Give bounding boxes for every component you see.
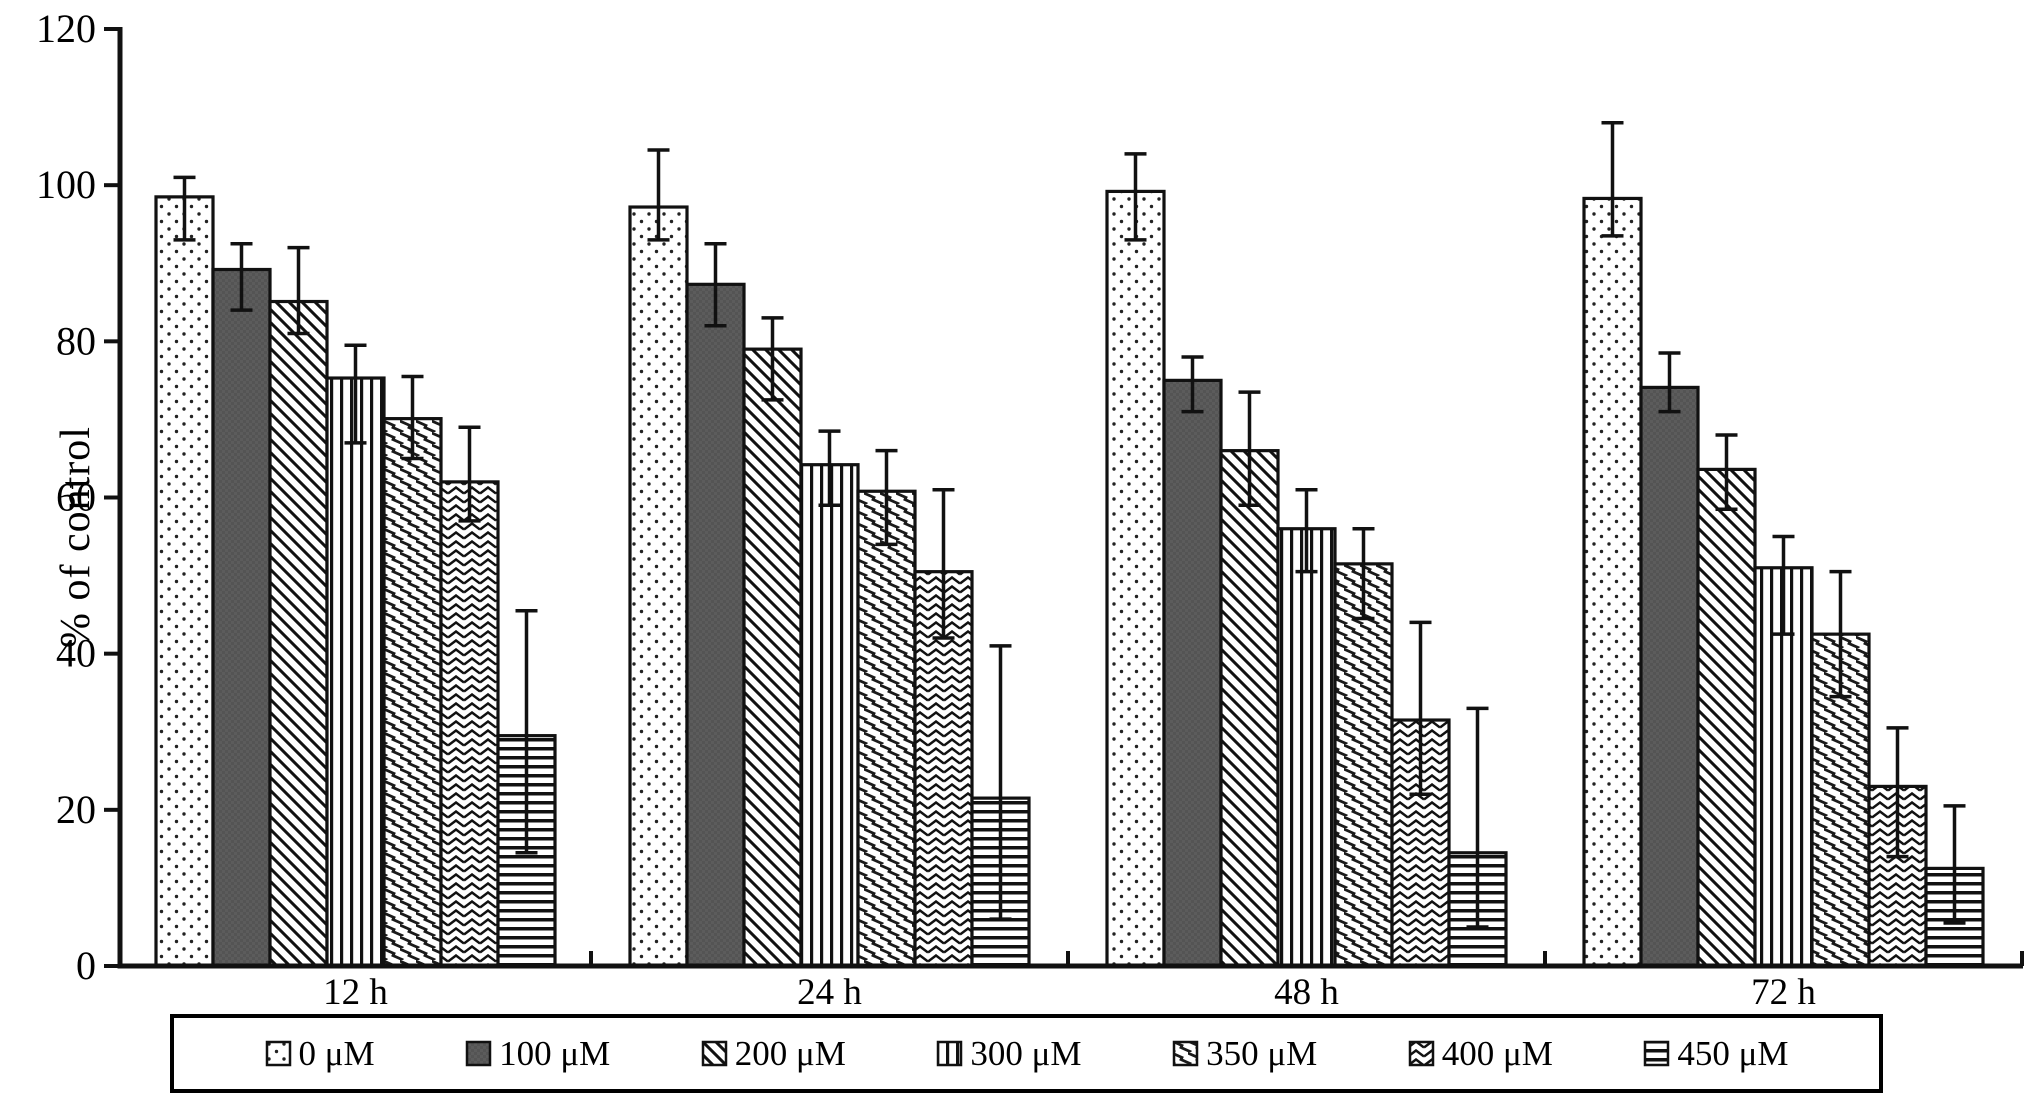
bar-24h-100μM — [685, 282, 746, 968]
error-bar — [344, 343, 367, 445]
legend-label: 100 μM — [499, 1033, 611, 1073]
error-bar — [1658, 351, 1681, 414]
error-bar — [932, 487, 955, 640]
error-bar — [1409, 620, 1432, 796]
error-bar — [1943, 804, 1966, 925]
error-bar — [1466, 706, 1489, 929]
y-tick-label: 40 — [56, 631, 96, 676]
bar-72h-0μM — [1582, 196, 1643, 968]
legend-item-100μM: 100 μM — [465, 1034, 610, 1074]
legend-item-300μM: 300 μM — [936, 1033, 1082, 1074]
y-tick-label: 80 — [56, 318, 96, 363]
legend-label: 200 μM — [734, 1033, 846, 1073]
bar-48h-350μM — [1333, 562, 1394, 968]
error-bar — [1601, 120, 1624, 238]
bar-24h-350μM — [856, 489, 917, 968]
bar-24h-0μM — [628, 205, 689, 968]
error-bar — [1181, 355, 1204, 414]
x-group-label: 48 h — [1274, 972, 1339, 1013]
error-bar — [230, 241, 253, 312]
bar-12h-400μM — [439, 480, 500, 968]
error-bar — [1295, 487, 1318, 574]
bar-72h-200μM — [1696, 467, 1757, 968]
x-group-label: 24 h — [797, 972, 862, 1013]
legend-label: 400 μM — [1441, 1033, 1553, 1073]
error-bar — [287, 245, 310, 336]
bar-12h-200μM — [268, 299, 329, 968]
bar-12h-350μM — [382, 417, 443, 968]
legend-item-450μM: 450 μM — [1643, 1034, 1788, 1074]
legend-label: 300 μM — [970, 1033, 1082, 1073]
legend-item-400μM: 400 μM — [1408, 1034, 1553, 1074]
error-bar — [515, 608, 538, 855]
bar-12h-0μM — [154, 195, 215, 968]
bar-24h-200μM — [742, 347, 803, 968]
legend-swatch-dashes-icon — [1172, 1040, 1199, 1067]
y-tick-label: 0 — [76, 943, 96, 988]
legend-label: 450 μM — [1677, 1033, 1789, 1073]
error-bar — [1829, 569, 1852, 699]
error-bar — [818, 429, 841, 508]
legend-box: 0 μM 100 μM 200 μM 300 μM 350 μM 400 μM 450 μM — [170, 1014, 1883, 1093]
bar-48h-300μM — [1276, 527, 1337, 968]
legend-item-350μM: 350 μM — [1172, 1034, 1317, 1074]
bar-48h-200μM — [1219, 449, 1280, 968]
legend-item-0μM: 0 μM — [265, 1034, 375, 1074]
legend-label: 0 μM — [298, 1033, 375, 1073]
bar-72h-100μM — [1639, 385, 1700, 968]
error-bar — [1886, 726, 1909, 859]
error-bar — [875, 448, 898, 547]
error-bar — [989, 644, 1012, 921]
bar-48h-100μM — [1162, 378, 1223, 968]
error-bar — [401, 374, 424, 461]
legend-swatch-darksolid-icon — [465, 1040, 492, 1067]
legend-swatch-vlines-icon — [937, 1040, 963, 1067]
legend-swatch-zigzag-icon — [1408, 1040, 1434, 1067]
y-tick-label: 20 — [56, 787, 96, 832]
y-axis-title: % of control — [53, 426, 99, 648]
bar-12h-100μM — [211, 267, 272, 968]
bar-12h-300μM — [325, 376, 386, 968]
y-tick-label: 60 — [56, 475, 96, 520]
error-bar — [1352, 526, 1375, 621]
error-bar — [647, 148, 670, 242]
legend-swatch-dots-icon — [265, 1040, 291, 1067]
x-group-label: 72 h — [1751, 972, 1816, 1013]
error-bar — [1715, 433, 1738, 511]
error-bar — [1124, 152, 1147, 242]
error-bar — [1772, 534, 1795, 636]
error-bar — [173, 175, 196, 242]
bar-48h-0μM — [1105, 189, 1166, 968]
x-group-label: 12 h — [323, 972, 388, 1013]
y-tick-label: 120 — [36, 6, 96, 51]
legend-swatch-hlines-icon — [1644, 1040, 1670, 1067]
error-bar — [458, 425, 481, 523]
error-bar — [1238, 390, 1261, 508]
error-bar — [761, 316, 784, 402]
error-bar — [704, 241, 727, 328]
legend-swatch-diagonal-icon — [701, 1040, 728, 1067]
legend-label: 350 μM — [1206, 1033, 1318, 1073]
y-tick-label: 100 — [36, 162, 96, 207]
legend-item-200μM: 200 μM — [701, 1034, 846, 1074]
bar-24h-300μM — [799, 463, 860, 968]
